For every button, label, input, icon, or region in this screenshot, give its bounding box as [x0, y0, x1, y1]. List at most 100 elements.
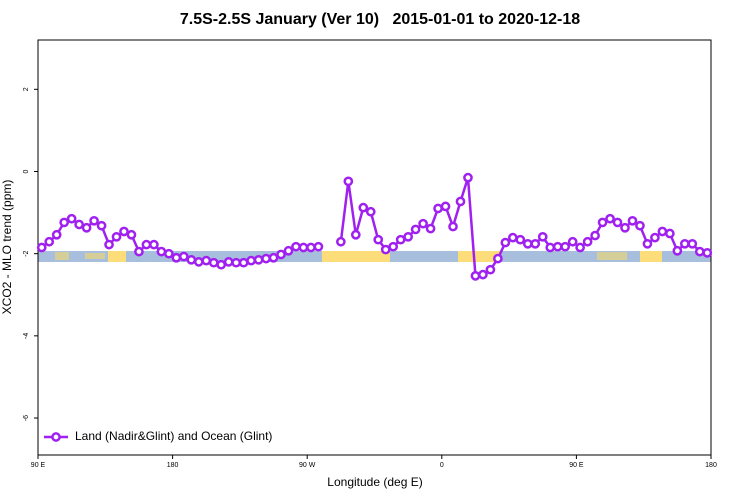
land-band	[458, 251, 500, 262]
point	[560, 241, 571, 252]
point	[66, 213, 77, 224]
point	[440, 201, 451, 212]
land-ocean-strip	[38, 251, 711, 262]
point	[216, 259, 227, 270]
point	[620, 222, 630, 233]
point	[276, 249, 286, 260]
point	[515, 234, 526, 245]
point	[575, 242, 585, 253]
point	[665, 228, 675, 239]
point	[530, 238, 541, 249]
point	[193, 257, 204, 267]
point	[597, 217, 608, 228]
x-tick-label: 90 E	[569, 462, 584, 469]
x-tick-label: 180	[705, 462, 717, 469]
point	[343, 176, 354, 187]
point	[156, 246, 167, 257]
x-axis-label: Longitude (deg E)	[327, 475, 422, 489]
point	[201, 255, 212, 266]
point	[59, 217, 70, 228]
point	[246, 255, 256, 266]
point	[126, 229, 137, 240]
point	[223, 257, 234, 267]
point	[485, 264, 496, 275]
land-band	[85, 253, 105, 259]
point	[455, 196, 466, 207]
point	[261, 253, 271, 264]
point	[171, 252, 182, 263]
point	[679, 238, 690, 249]
y-tick-label: 0	[23, 169, 30, 173]
point	[36, 242, 47, 253]
land-band	[322, 251, 390, 262]
point	[552, 241, 563, 252]
point	[350, 229, 361, 240]
point	[89, 215, 99, 226]
point	[104, 239, 114, 250]
y-tick-label: -6	[23, 415, 30, 421]
x-tick-label: 180	[167, 462, 179, 469]
x-tick-label: 0	[440, 462, 444, 469]
point	[81, 222, 92, 233]
point	[51, 229, 62, 240]
point	[238, 257, 249, 268]
point	[74, 219, 84, 230]
point	[470, 271, 481, 281]
point	[365, 206, 376, 217]
point	[522, 238, 533, 249]
point	[687, 238, 698, 249]
point	[388, 241, 399, 252]
point	[208, 257, 219, 268]
point	[380, 244, 391, 255]
point	[149, 239, 159, 250]
point	[493, 253, 503, 264]
point	[612, 217, 623, 228]
point	[96, 220, 107, 231]
point	[186, 254, 197, 265]
point	[336, 236, 346, 247]
y-axis-label: XCO2 - MLO trend (ppm)	[0, 180, 14, 315]
point	[111, 231, 122, 242]
chart-title: 7.5S-2.5S January (Ver 10) 2015-01-01 to…	[180, 11, 580, 28]
point	[44, 236, 55, 247]
point	[694, 246, 705, 257]
point	[642, 238, 653, 249]
point	[373, 234, 384, 245]
point	[425, 223, 436, 234]
point	[463, 172, 473, 183]
point	[657, 226, 668, 237]
y-tick-label: -4	[23, 333, 30, 339]
point	[507, 232, 518, 243]
y-tick-label: 2	[23, 87, 30, 91]
point	[231, 257, 242, 268]
point	[672, 245, 683, 256]
point	[283, 245, 294, 256]
point	[537, 231, 548, 242]
point	[268, 252, 279, 263]
point	[478, 269, 488, 280]
legend-marker	[51, 432, 61, 442]
point	[448, 221, 458, 232]
point	[702, 247, 713, 258]
land-band	[55, 252, 69, 260]
point	[433, 203, 443, 214]
point	[253, 254, 264, 265]
point	[635, 220, 645, 231]
point	[358, 202, 369, 213]
point	[164, 248, 174, 259]
y-tick-label: -2	[23, 250, 30, 256]
point	[298, 242, 309, 253]
point	[418, 218, 428, 229]
point	[291, 241, 301, 252]
point	[141, 239, 152, 250]
point	[313, 241, 324, 252]
land-band	[597, 252, 627, 260]
x-tick-label: 90 E	[31, 462, 46, 469]
point	[545, 242, 556, 253]
land-band	[640, 251, 662, 262]
point	[650, 232, 660, 243]
point	[395, 234, 406, 245]
point	[567, 236, 578, 247]
point	[134, 246, 144, 257]
